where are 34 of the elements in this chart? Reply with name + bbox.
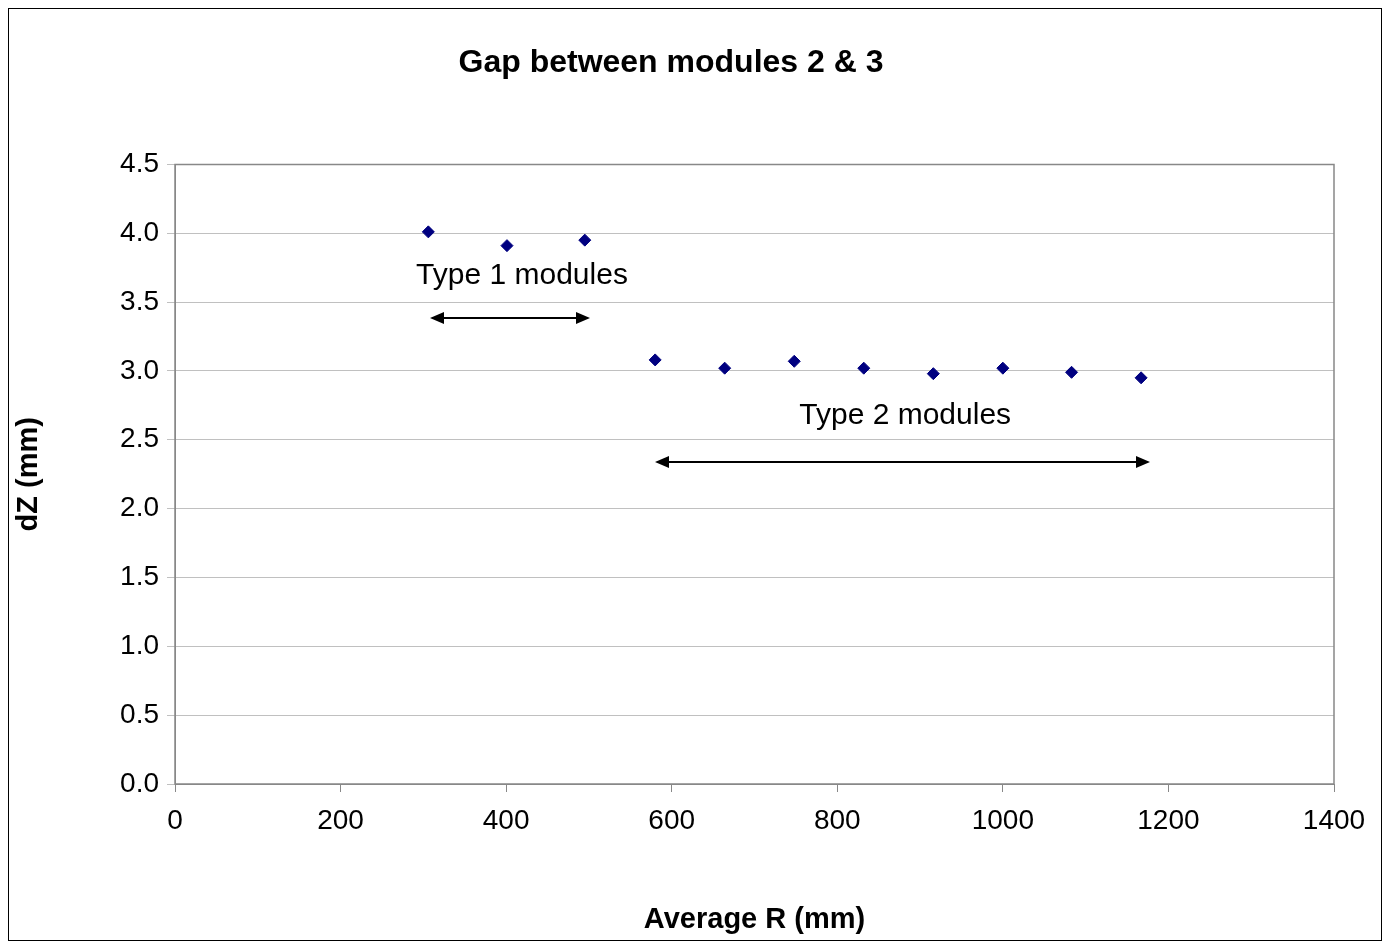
point xyxy=(718,361,732,375)
x-axis-title: Average R (mm) xyxy=(643,901,866,934)
y-tick-label: 1.5 xyxy=(120,560,159,592)
annotation: Type 1 modules xyxy=(416,256,628,290)
point xyxy=(1134,371,1148,385)
y-tick-label: 3.0 xyxy=(120,353,159,385)
x-tick-label: 600 xyxy=(648,803,696,835)
y-tick-label: 0.5 xyxy=(120,697,159,729)
chart-title: Gap between modules 2 & 3 xyxy=(458,43,884,80)
x-tick-label: 0 xyxy=(167,803,183,835)
x-tick-label: 1400 xyxy=(1302,803,1366,835)
point xyxy=(926,367,940,381)
x-tick-label: 400 xyxy=(482,803,530,835)
point xyxy=(500,239,514,253)
x-tick-label: 1000 xyxy=(971,803,1035,835)
point xyxy=(787,354,801,368)
x-tick-label: 1200 xyxy=(1137,803,1200,835)
y-tick-label: 1.0 xyxy=(120,629,159,661)
point xyxy=(857,361,871,375)
y-tick-label: 4.0 xyxy=(120,215,159,247)
annotation: Type 2 modules xyxy=(799,396,1012,430)
y-tick-label: 4.5 xyxy=(120,147,159,179)
point xyxy=(1065,365,1079,379)
point xyxy=(996,361,1010,375)
point xyxy=(648,353,662,367)
y-tick-label: 0.0 xyxy=(120,766,159,798)
y-axis-title: dZ (mm) xyxy=(11,417,44,532)
point xyxy=(421,225,435,239)
y-tick-label: 3.5 xyxy=(120,284,159,316)
y-tick-label: 2.5 xyxy=(120,422,159,454)
x-tick-label: 800 xyxy=(813,803,861,835)
point xyxy=(578,233,592,247)
x-tick-label: 200 xyxy=(317,803,364,835)
y-tick-label: 2.0 xyxy=(120,491,159,523)
